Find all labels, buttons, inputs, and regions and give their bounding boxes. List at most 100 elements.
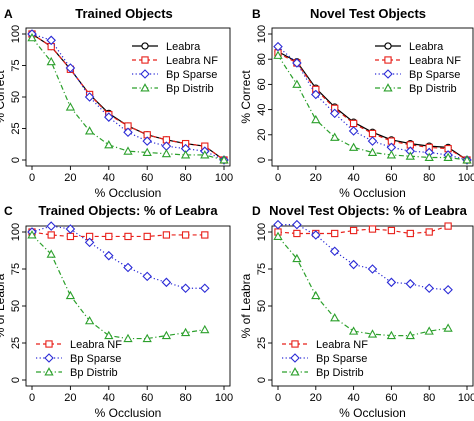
data-point xyxy=(273,231,283,240)
data-point xyxy=(405,151,415,160)
y-tick-label: 75 xyxy=(10,59,22,71)
panel-title: Trained Objects xyxy=(75,6,173,21)
legend: Leabra Leabra NF Bp Sparse Bp Distrib xyxy=(132,41,218,95)
data-point xyxy=(443,323,453,332)
x-tick-label: 20 xyxy=(310,172,322,184)
x-tick-label: 80 xyxy=(179,172,191,184)
y-tick-label: 60 xyxy=(256,78,268,90)
data-point xyxy=(386,150,397,159)
panel-title: Trained Objects: % of Leabra xyxy=(38,203,218,218)
legend-marker xyxy=(141,56,149,64)
legend-label: Leabra NF xyxy=(166,55,218,67)
panel-d: D Novel Test Objects: % of Leabra 0 20 40 60 8… xyxy=(239,203,474,420)
data-point xyxy=(349,119,358,128)
x-tick-label: 0 xyxy=(29,392,35,404)
data-point xyxy=(444,222,452,230)
data-point xyxy=(329,108,340,119)
legend-label: Bp Distrib xyxy=(409,83,457,95)
series-bp-distrib xyxy=(27,32,229,164)
y-tick-label: 25 xyxy=(10,122,22,134)
legend: Leabra Leabra NF Bp Sparse Bp Distrib xyxy=(375,41,461,95)
legend-label: Bp Distrib xyxy=(166,83,214,95)
x-tick-label: 80 xyxy=(423,392,435,404)
x-tick-label: 0 xyxy=(275,392,281,404)
data-point xyxy=(65,63,76,73)
data-point xyxy=(27,230,37,239)
legend: Leabra NF Bp Sparse Bp Distrib xyxy=(282,339,368,379)
data-point xyxy=(123,146,133,155)
x-tick-label: 100 xyxy=(215,172,233,184)
data-point xyxy=(142,271,152,282)
data-point xyxy=(330,313,340,322)
data-point xyxy=(104,140,114,149)
data-point xyxy=(387,226,396,235)
y-tick-label: 100 xyxy=(10,25,22,43)
data-point xyxy=(311,89,321,100)
legend-marker xyxy=(141,42,149,50)
panel-letter: B xyxy=(252,7,261,21)
legend-marker xyxy=(140,69,150,79)
series-bp-distrib xyxy=(27,230,210,343)
data-point xyxy=(367,329,378,338)
series-bp-sparse xyxy=(27,221,210,294)
x-axis-label: % Occlusion xyxy=(95,186,162,200)
data-point xyxy=(180,150,191,159)
plot-frame xyxy=(271,225,474,387)
series-leabra-nf xyxy=(274,222,452,238)
panel-letter: D xyxy=(252,204,261,218)
legend-marker xyxy=(44,353,54,363)
legend-label: Leabra xyxy=(409,41,444,53)
data-point xyxy=(47,231,55,239)
data-point xyxy=(65,290,76,300)
series-bp-sparse xyxy=(27,29,229,165)
data-point xyxy=(65,102,76,111)
x-tick-label: 40 xyxy=(103,172,115,184)
series-line xyxy=(277,225,449,235)
data-point xyxy=(66,232,75,241)
y-tick-label: 50 xyxy=(10,300,22,312)
data-point xyxy=(142,147,152,156)
data-point xyxy=(201,231,209,239)
data-point xyxy=(462,155,472,164)
data-point xyxy=(46,249,56,258)
x-tick-label: 100 xyxy=(458,172,474,184)
data-point xyxy=(27,32,37,42)
legend-marker xyxy=(384,56,392,64)
series-bp-sparse xyxy=(273,219,453,295)
data-point xyxy=(143,232,151,241)
data-point xyxy=(311,230,321,240)
data-point xyxy=(292,219,302,230)
data-point xyxy=(200,150,210,159)
legend-label: Bp Distrib xyxy=(316,367,364,379)
data-point xyxy=(200,283,210,294)
data-point xyxy=(123,127,133,138)
data-point xyxy=(292,253,302,263)
data-point xyxy=(180,327,191,337)
legend-marker xyxy=(45,340,53,348)
x-tick-label: 40 xyxy=(347,392,359,404)
y-tick-label: 0 xyxy=(256,377,268,383)
x-axis-label: % Occlusion xyxy=(339,406,406,420)
data-point xyxy=(292,58,302,68)
panel-letter: A xyxy=(4,7,13,21)
data-point xyxy=(329,246,340,257)
data-point xyxy=(348,326,359,335)
panel-title: Novel Test Objects xyxy=(310,6,426,21)
data-point xyxy=(367,136,378,146)
data-point xyxy=(84,237,95,248)
x-tick-label: 0 xyxy=(29,172,35,184)
legend-marker xyxy=(291,340,299,348)
series-line xyxy=(31,231,205,238)
series-leabra-nf xyxy=(28,228,209,241)
data-point xyxy=(142,136,152,146)
x-tick-label: 0 xyxy=(275,172,281,184)
x-tick-label: 60 xyxy=(385,172,397,184)
y-tick-label: 100 xyxy=(10,223,22,241)
data-point xyxy=(331,229,339,238)
data-point xyxy=(161,330,172,340)
series-line xyxy=(31,37,225,161)
series-line xyxy=(278,224,449,291)
y-tick-label: 100 xyxy=(256,223,268,241)
data-point xyxy=(367,147,378,156)
